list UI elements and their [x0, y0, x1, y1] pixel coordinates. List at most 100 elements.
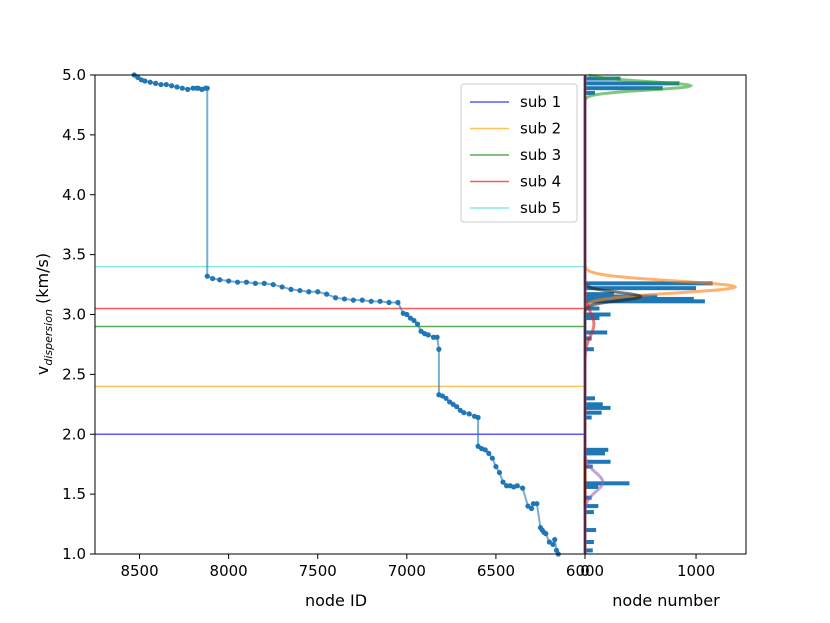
data-point: [297, 287, 303, 294]
histogram-bar: [585, 481, 630, 486]
data-point: [204, 85, 210, 91]
main-x-axis-label: node ID: [305, 591, 367, 610]
data-point: [434, 334, 440, 340]
data-point: [174, 84, 180, 90]
dispersion-series: [131, 72, 561, 557]
histogram-bar: [585, 410, 602, 415]
y-tick-label: 2.0: [62, 425, 86, 443]
data-point: [288, 286, 294, 292]
histogram-bar: [585, 459, 611, 464]
histogram-bar: [585, 396, 595, 401]
data-point: [226, 278, 232, 284]
data-point: [550, 541, 556, 548]
subgroup-threshold-lines: [95, 265, 585, 435]
hist-x-tick-label: 1000: [677, 562, 715, 580]
data-point: [486, 450, 492, 457]
data-point: [332, 295, 339, 301]
y-label-unit: (km/s): [33, 253, 52, 309]
data-point: [395, 299, 401, 306]
histogram-bar: [585, 312, 611, 317]
histogram-bar: [585, 528, 597, 533]
data-point: [514, 483, 520, 489]
histogram-bar: [585, 510, 594, 515]
y-tick-label: 4.0: [62, 186, 86, 204]
data-point: [461, 410, 467, 416]
data-point: [158, 81, 164, 88]
legend-label-sub-1: sub 1: [520, 93, 561, 111]
data-point: [243, 279, 250, 285]
histogram-bar: [585, 447, 609, 452]
histogram-bar: [585, 86, 663, 91]
data-point: [252, 280, 258, 286]
data-point: [261, 280, 267, 286]
histogram-bar: [585, 306, 600, 311]
data-point: [147, 79, 153, 85]
data-point: [430, 334, 437, 340]
main-y-ticks: 1.0 1.5 2.0 2.5 3.0 3.5 4.0 4.5 5.0: [62, 66, 95, 563]
data-point: [520, 485, 526, 491]
y-tick-label: 1.5: [62, 485, 86, 503]
data-point: [404, 311, 410, 318]
data-point: [279, 284, 285, 290]
legend-box: [460, 83, 578, 223]
histogram-plot-area: 0 1000 node number: [580, 73, 747, 610]
histogram-bar: [585, 415, 592, 420]
data-point: [152, 80, 159, 86]
histogram-bar: [585, 330, 608, 335]
data-point: [436, 346, 442, 352]
x-tick-label: 6000: [566, 562, 604, 580]
data-point: [377, 298, 383, 304]
histogram-x-axis-label: node number: [612, 591, 720, 610]
main-x-ticks: 8500 8000 7500 7000 6500 6000: [120, 554, 604, 580]
legend: sub 1 sub 2 sub 3 sub 4 sub 5: [460, 83, 578, 223]
histogram-bar: [585, 292, 614, 297]
histogram-bar: [585, 484, 599, 489]
data-point: [552, 537, 558, 543]
x-tick-label: 7500: [299, 562, 337, 580]
y-tick-label: 3.5: [62, 246, 86, 264]
histogram-bar: [585, 90, 595, 95]
data-point: [324, 291, 330, 297]
histogram-bar: [585, 451, 605, 456]
data-point: [217, 277, 223, 283]
data-point: [270, 281, 276, 288]
histogram-bar: [585, 281, 713, 286]
data-point: [500, 479, 506, 485]
data-point: [234, 279, 241, 285]
data-point: [534, 501, 540, 507]
y-label-subscript: dispersion: [42, 309, 55, 366]
histogram-bar: [585, 402, 603, 407]
data-point: [443, 395, 449, 401]
data-point: [315, 289, 321, 295]
x-tick-label: 8500: [120, 562, 158, 580]
data-point: [350, 297, 356, 303]
legend-label-sub-2: sub 2: [520, 120, 561, 138]
data-point: [190, 85, 196, 91]
histogram-bar: [585, 81, 680, 86]
data-point: [489, 455, 495, 461]
y-label-main: v: [33, 366, 52, 375]
main-y-axis-label: vdispersion (km/s): [33, 253, 55, 375]
data-point: [341, 296, 348, 302]
data-point: [359, 297, 365, 303]
histogram-bar: [585, 405, 611, 410]
x-tick-label: 8000: [210, 562, 248, 580]
histogram-bars: [585, 76, 713, 553]
y-tick-label: 1.0: [62, 545, 86, 563]
hist-x-tick-label: 0: [580, 562, 590, 580]
data-point: [466, 411, 472, 417]
data-point: [414, 321, 421, 327]
data-point: [504, 483, 510, 489]
histogram-bar: [585, 296, 694, 301]
data-point: [163, 81, 169, 88]
data-point: [496, 469, 503, 476]
y-tick-label: 3.0: [62, 306, 86, 324]
legend-label-sub-5: sub 5: [520, 199, 561, 217]
legend-label-sub-4: sub 4: [520, 173, 561, 191]
data-point: [142, 78, 148, 84]
histogram-bar: [585, 540, 594, 545]
histogram-bar: [585, 299, 705, 304]
histogram-bar: [585, 548, 593, 553]
x-tick-label: 7000: [388, 562, 426, 580]
